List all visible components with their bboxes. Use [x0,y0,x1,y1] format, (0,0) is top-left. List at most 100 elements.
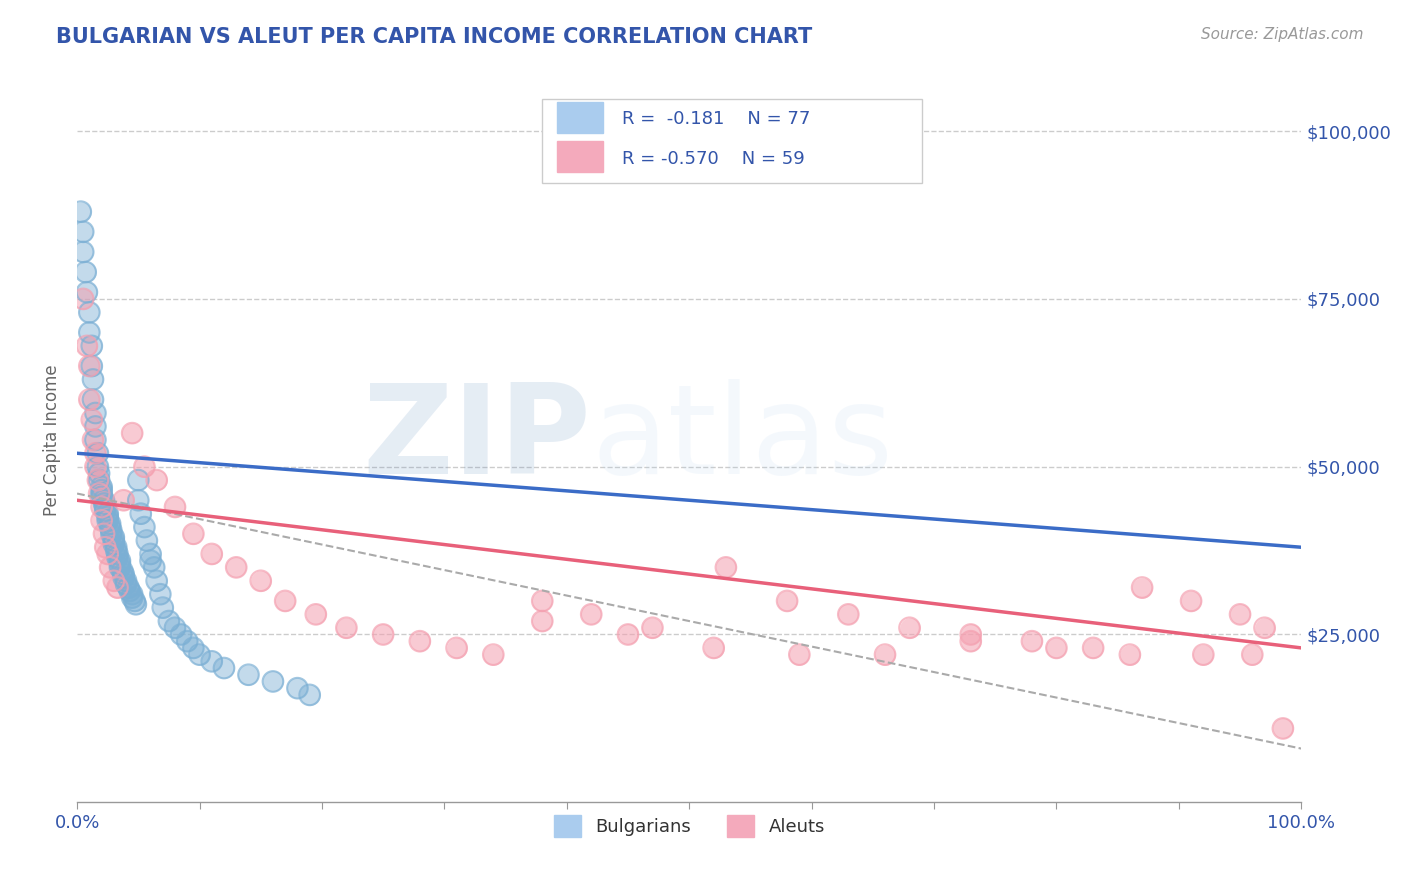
Point [90,480,112,494]
Point [93,497,115,511]
Point [89,486,111,500]
Point [959,627,981,641]
Point [531,614,554,628]
Point [139,547,162,561]
Point [112,493,135,508]
Point [201,654,224,668]
Point [90,483,112,498]
Point [1081,640,1104,655]
Point [121,591,143,605]
Point [80,413,103,427]
Bar [557,141,603,171]
Point [76,339,98,353]
Point [124,594,146,608]
Point [1241,648,1264,662]
Point [103,537,125,551]
Point [127,473,149,487]
Point [139,554,162,568]
Point [135,533,157,548]
Point [84,406,107,420]
Point [1119,648,1142,662]
Point [714,560,737,574]
Point [145,473,167,487]
Point [446,640,468,655]
Point [94,503,117,517]
Point [115,577,138,591]
Point [97,507,120,521]
Point [617,627,640,641]
Point [82,433,104,447]
Point [108,557,131,571]
Point [111,564,134,578]
Point [898,621,921,635]
Point [84,433,107,447]
Point [82,372,104,386]
Point [212,661,235,675]
Point [100,526,122,541]
Point [1119,648,1142,662]
Point [1271,722,1294,736]
Point [98,516,121,531]
Point [94,540,117,554]
Point [112,493,135,508]
Point [84,433,107,447]
Point [84,419,107,434]
Point [188,648,211,662]
Point [170,627,193,641]
Point [97,513,120,527]
Point [262,674,284,689]
Point [959,627,981,641]
Point [183,640,205,655]
Point [134,520,156,534]
Point [124,594,146,608]
Point [75,265,97,279]
Point [87,459,110,474]
Point [80,413,103,427]
Point [107,547,129,561]
Point [118,583,141,598]
Point [121,591,143,605]
Point [152,600,174,615]
Point [163,500,186,514]
Point [125,597,148,611]
Point [152,600,174,615]
Point [115,577,138,591]
Point [127,473,149,487]
Point [145,574,167,588]
Point [105,543,128,558]
Point [837,607,859,622]
Point [79,359,101,373]
Point [163,500,186,514]
Point [581,607,603,622]
Point [1192,648,1215,662]
Point [89,486,111,500]
Point [97,547,120,561]
Point [117,581,139,595]
Point [287,681,309,695]
Point [72,292,94,306]
Point [103,574,125,588]
Point [1253,621,1275,635]
Point [100,524,122,538]
Point [87,446,110,460]
Text: Source: ZipAtlas.com: Source: ZipAtlas.com [1201,27,1364,42]
Text: R = -0.570    N = 59: R = -0.570 N = 59 [621,150,804,169]
Point [305,607,328,622]
Point [305,607,328,622]
Point [82,392,104,407]
Point [90,500,112,514]
Point [641,621,664,635]
Point [89,467,111,481]
Point [789,648,811,662]
Point [79,305,101,319]
Point [82,372,104,386]
Point [183,640,205,655]
Point [103,537,125,551]
Point [98,560,121,574]
Point [373,627,395,641]
Point [90,483,112,498]
Point [90,500,112,514]
Point [97,507,120,521]
Point [75,265,97,279]
Point [79,326,101,340]
